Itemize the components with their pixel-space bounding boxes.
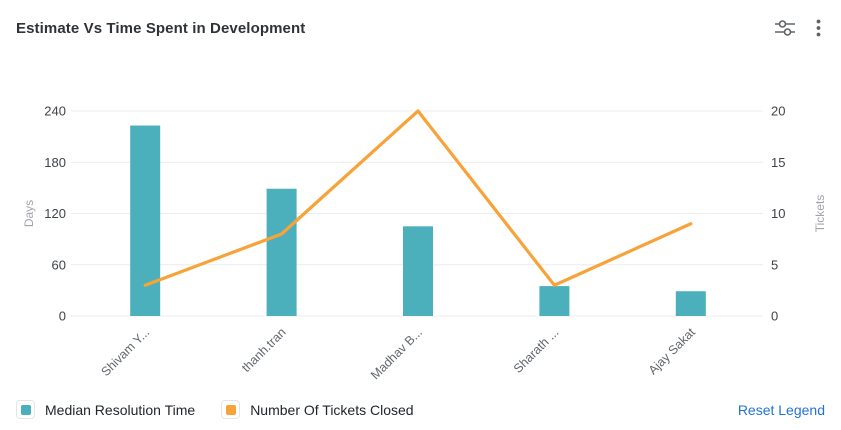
legend-swatch-box (16, 400, 35, 419)
x-axis-category-label: Shivam Y... (99, 325, 153, 379)
legend-label: Number Of Tickets Closed (250, 401, 414, 418)
right-axis-title: Tickets (813, 195, 827, 233)
bar-median-resolution-time (403, 226, 433, 316)
bar-median-resolution-time (266, 188, 297, 316)
legend-items: Median Resolution Time Number Of Tickets… (16, 400, 414, 419)
bar-series-swatch-icon (20, 404, 31, 415)
left-axis-tick-label: 180 (44, 155, 66, 170)
left-axis-tick-label: 0 (59, 309, 66, 324)
filter-sliders-icon (775, 20, 795, 36)
bar-median-resolution-time (539, 286, 570, 316)
filter-settings-button[interactable] (772, 16, 798, 40)
combo-chart-canvas: 0 60 120 180 240 0 5 10 15 20 Days Tickets Shivam Y.… (22, 104, 827, 383)
x-axis-category-label: Ajay Sakat (646, 325, 699, 378)
kebab-menu-icon (816, 19, 821, 37)
line-number-of-tickets-closed (143, 109, 693, 287)
header-actions (772, 16, 823, 40)
x-axis-category-label: Sharath ... (511, 325, 562, 376)
line-series-swatch-icon (225, 404, 236, 415)
legend-item-median-resolution-time[interactable]: Median Resolution Time (16, 400, 195, 419)
right-axis-tick-label: 10 (771, 206, 785, 221)
legend-item-number-of-tickets-closed[interactable]: Number Of Tickets Closed (221, 400, 414, 419)
left-axis-tick-label: 120 (44, 206, 66, 221)
right-axis-tick-label: 15 (771, 155, 785, 170)
more-options-button[interactable] (814, 16, 823, 40)
left-axis-tick-label: 240 (44, 104, 66, 119)
card-header: Estimate Vs Time Spent in Development (0, 0, 841, 56)
legend-swatch-box (221, 400, 241, 419)
right-axis-tick-label: 0 (771, 309, 778, 324)
chart-legend: Median Resolution Time Number Of Tickets… (16, 400, 825, 419)
bar-median-resolution-time (675, 291, 706, 316)
left-axis-title: Days (22, 200, 36, 227)
right-axis-tick-label: 5 (771, 257, 778, 272)
x-axis-category-label: thanh.tran (239, 325, 289, 375)
bar-median-resolution-time (130, 125, 161, 316)
right-axis-tick-label: 20 (771, 104, 785, 119)
reset-legend-link[interactable]: Reset Legend (737, 401, 825, 418)
left-axis-tick-label: 60 (52, 257, 66, 272)
x-axis-category-label: Madhav B... (368, 325, 425, 382)
chart-title: Estimate Vs Time Spent in Development (16, 19, 306, 37)
legend-label: Median Resolution Time (45, 401, 196, 418)
